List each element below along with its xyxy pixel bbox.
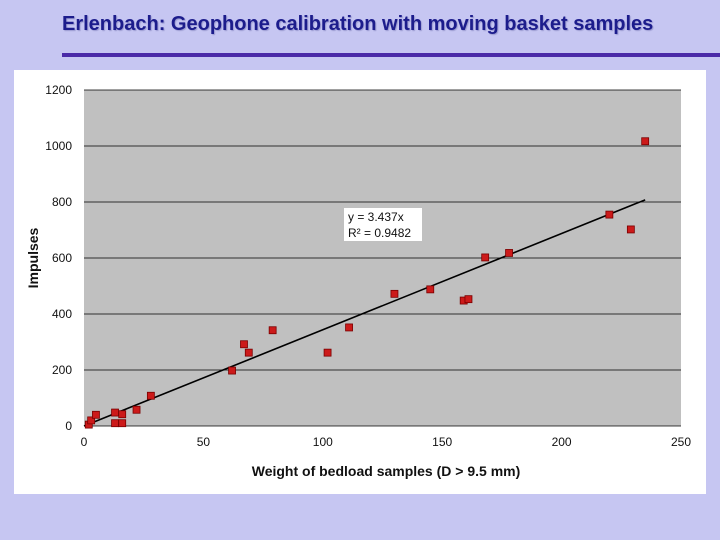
x-tick-label: 200 [552,435,572,449]
trendline-group [83,199,646,427]
x-axis-label: Weight of bedload samples (D > 9.5 mm) [252,463,521,479]
title-underline [62,53,720,57]
data-point [505,249,513,257]
trendline-r-squared: R² = 0.9482 [348,226,411,240]
data-point [390,289,399,298]
data-point [240,340,248,349]
data-point [626,225,635,234]
data-point [118,410,127,419]
x-tick-label: 0 [81,435,88,449]
data-point [426,285,435,294]
trendline-equation-box: y = 3.437x R² = 0.9482 [344,208,422,241]
data-point [87,416,96,425]
x-tick-label: 100 [313,435,333,449]
y-tick-label: 0 [65,419,72,433]
x-tick-label: 50 [197,435,211,449]
y-axis-label: Impulses [25,227,41,288]
data-point [244,348,253,357]
y-tick-label: 400 [52,307,72,321]
data-point [228,366,236,375]
trendline [83,199,646,427]
data-point [323,348,332,357]
data-point [132,405,141,414]
y-tick-label: 1000 [45,139,72,153]
data-points [84,137,650,429]
data-point [92,410,100,419]
data-point [146,391,155,400]
slide-title: Erlenbach: Geophone calibration with mov… [62,13,654,35]
y-tick-label: 600 [52,251,72,265]
x-tick-label: 150 [432,435,452,449]
scatter-chart: 0 200 400 600 800 1000 1200 0 50 100 150 200 250 y … [25,83,692,479]
data-point [481,253,490,262]
data-point [118,419,127,428]
x-tick-label: 250 [671,435,691,449]
data-point [268,326,277,335]
x-tick-labels: 0 50 100 150 200 250 [81,435,692,449]
gridlines [84,89,681,427]
data-point [111,419,119,428]
data-point [111,408,119,417]
data-point [464,295,473,304]
data-point [345,323,353,332]
data-point [641,137,650,146]
chart-panel: 0 200 400 600 800 1000 1200 0 50 100 150 200 250 y … [14,70,706,494]
y-tick-labels: 0 200 400 600 800 1000 1200 [45,83,72,433]
y-tick-label: 800 [52,195,72,209]
y-tick-label: 1200 [45,83,72,97]
trendline-equation: y = 3.437x [348,210,404,224]
data-point [605,210,614,219]
y-tick-label: 200 [52,363,72,377]
